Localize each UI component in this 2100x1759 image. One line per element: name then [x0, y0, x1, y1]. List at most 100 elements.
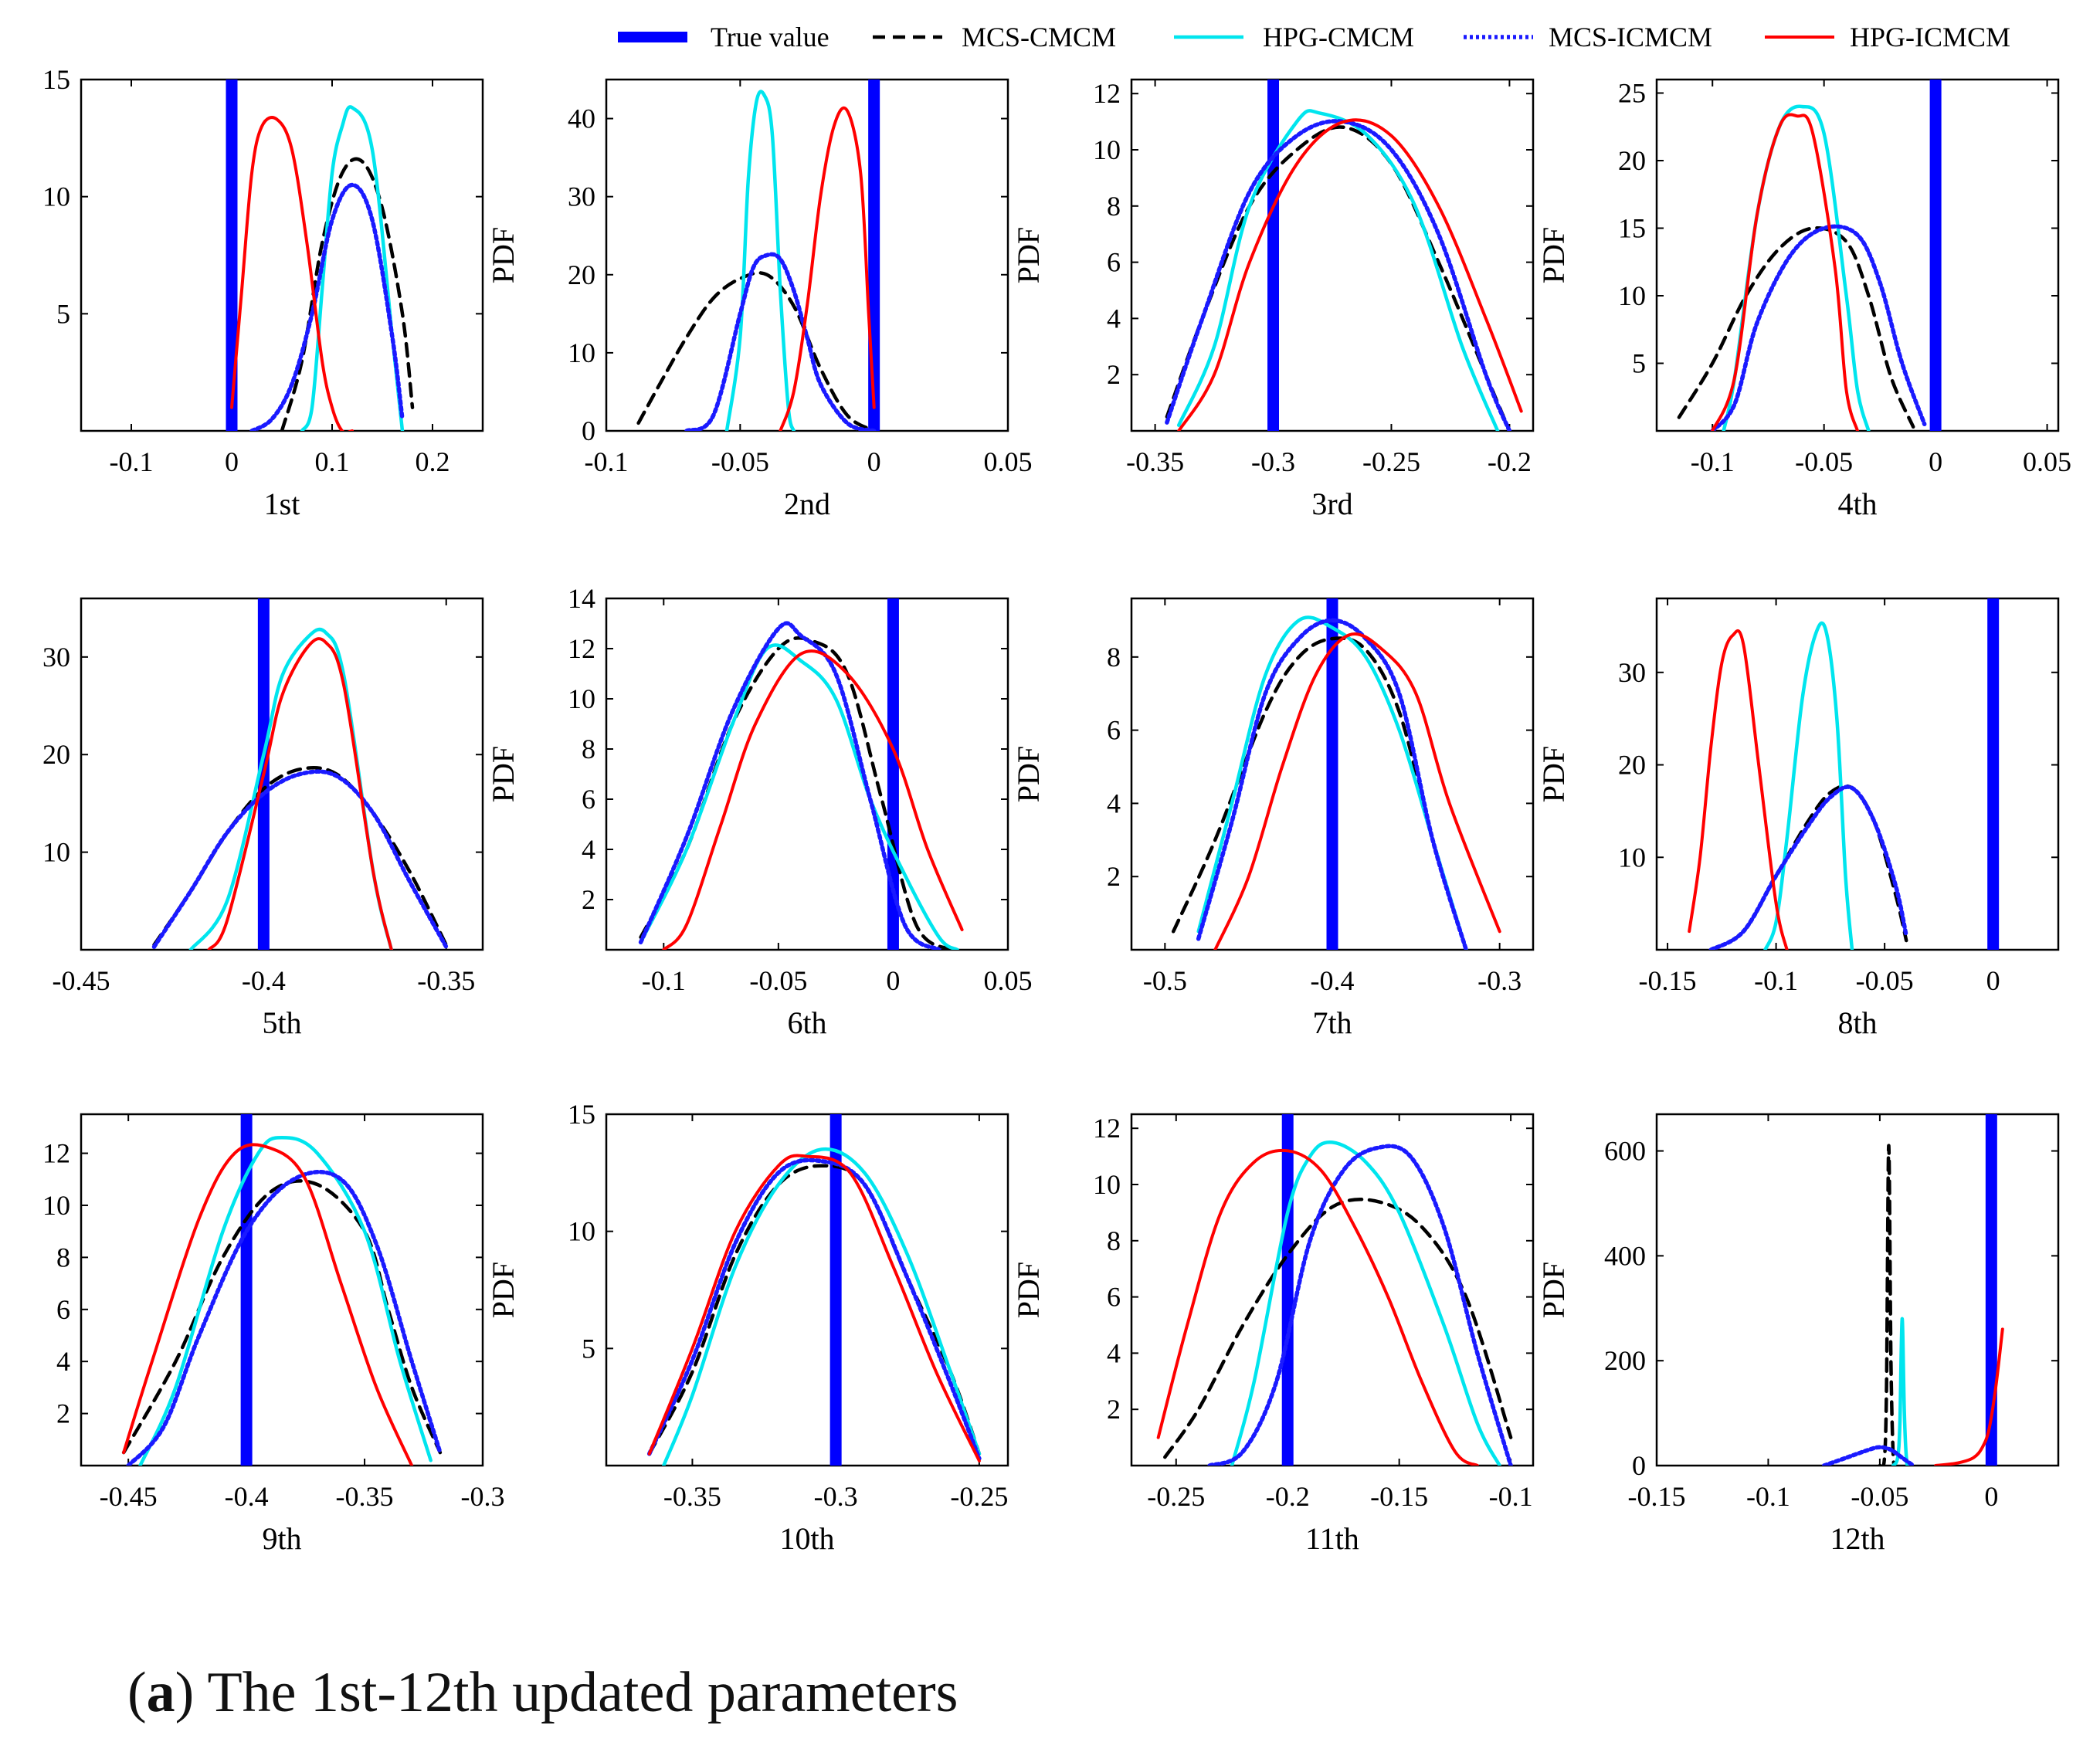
y-tick-label: 400	[1604, 1240, 1646, 1271]
plot-area	[151, 598, 449, 950]
caption-open: (	[127, 1661, 147, 1724]
y-axis-label: PDF	[1536, 746, 1571, 802]
x-tick-label: -0.1	[110, 446, 154, 477]
figure-caption: (a) The 1st-12th updated parameters	[127, 1660, 958, 1726]
x-tick-label: 0.05	[2023, 446, 2071, 477]
series-mcs-icmcm	[684, 252, 877, 431]
x-axis-label: 5th	[262, 1005, 301, 1040]
y-tick-label: 40	[568, 103, 595, 134]
x-tick-label: -0.15	[1628, 1481, 1686, 1512]
x-tick-label: 0	[867, 446, 881, 477]
y-tick-label: 12	[568, 633, 595, 664]
y-tick-label: 0	[1632, 1450, 1646, 1481]
plot-area	[121, 1114, 443, 1466]
subplot-7th: -0.5 -0.4 -0.3 2 4 6 8 7th PDF	[1011, 597, 1535, 1040]
x-tick-label: -0.4	[242, 965, 286, 996]
axes-frame	[605, 78, 1009, 432]
y-tick-label: 20	[1618, 750, 1646, 781]
series-hpg-icmcm	[647, 1154, 981, 1462]
series-mcs-icmcm	[1710, 224, 1927, 431]
series-hpg-icmcm	[122, 1143, 414, 1466]
legend-label-hpg-icmcm: HPG-ICMCM	[1850, 22, 2010, 53]
subplot-8th: -0.15 -0.1 -0.05 0 10 20 30 8th PDF	[1536, 597, 2060, 1040]
legend-label-hpg-cmcm: HPG-CMCM	[1263, 22, 1414, 53]
y-tick-label: 8	[1107, 1225, 1121, 1256]
series-hpg-icmcm	[662, 649, 964, 950]
plot-area	[1821, 1114, 2004, 1466]
x-axis-label: 12th	[1830, 1521, 1885, 1556]
caption-text: The 1st-12th updated parameters	[194, 1661, 958, 1724]
x-tick-label: -0.05	[749, 965, 807, 996]
y-tick-label: 8	[1107, 191, 1121, 222]
y-tick-label: 6	[1107, 715, 1121, 746]
y-tick-label: 25	[1618, 78, 1646, 109]
y-tick-label: 4	[1107, 303, 1121, 334]
caption-close: )	[175, 1661, 195, 1724]
y-tick-label: 20	[568, 259, 595, 290]
y-tick-label: 2	[1107, 1394, 1121, 1425]
y-tick-label: 12	[1093, 78, 1121, 109]
x-tick-label: 0.05	[984, 446, 1033, 477]
y-tick-label: 0	[582, 415, 595, 446]
x-tick-label: -0.25	[950, 1481, 1008, 1512]
series-mcs-icmcm	[1207, 1144, 1513, 1466]
series-hpg-cmcm	[138, 1136, 433, 1466]
x-tick-label: -0.3	[1251, 446, 1295, 477]
y-tick-label: 5	[1632, 348, 1646, 379]
axes-frame	[80, 78, 484, 432]
series-hpg-icmcm	[1934, 1327, 2004, 1466]
plot-area	[646, 1114, 982, 1466]
series-hpg-cmcm	[662, 1147, 982, 1466]
x-tick-label: -0.3	[461, 1481, 505, 1512]
x-tick-label: 0.1	[315, 446, 350, 477]
subplot-10th: -0.35 -0.3 -0.25 5 10 15 10th PDF	[486, 1099, 1009, 1556]
y-tick-label: 200	[1604, 1345, 1646, 1376]
caption-letter: a	[146, 1661, 175, 1724]
series-hpg-icmcm	[1711, 113, 1859, 431]
series-mcs-icmcm	[1196, 618, 1469, 950]
x-tick-label: -0.15	[1639, 965, 1697, 996]
y-tick-label: 8	[1107, 642, 1121, 673]
subplot-12th: -0.15 -0.1 -0.05 0 0 200 400 600 12th PDF	[1536, 1113, 2060, 1556]
y-tick-label: 10	[568, 337, 595, 368]
series-mcs-cmcm	[647, 1164, 982, 1456]
x-tick-label: -0.35	[1126, 446, 1184, 477]
x-tick-label: -0.05	[1795, 446, 1853, 477]
x-tick-label: 0	[1929, 446, 1942, 477]
series-mcs-icmcm	[638, 621, 941, 950]
legend: True value MCS-CMCM HPG-CMCM MCS-ICMCM HPG-I…	[618, 22, 2010, 53]
y-tick-label: 2	[1107, 359, 1121, 390]
series-mcs-cmcm	[1163, 1197, 1513, 1459]
y-tick-label: 2	[582, 884, 595, 915]
subplot-9th: -0.45-0.4-0.35-0.3246810129thPDF	[42, 1113, 505, 1556]
y-tick-label: 10	[568, 683, 595, 714]
axes-frame	[1655, 1113, 2060, 1467]
y-tick-label: 10	[1093, 1169, 1121, 1200]
axes-frame	[1655, 78, 2060, 432]
y-tick-label: 10	[1618, 280, 1646, 311]
series-mcs-cmcm	[1709, 784, 1908, 950]
x-axis-label: 4th	[1837, 486, 1877, 521]
x-tick-label: 0.2	[416, 446, 450, 477]
y-axis-label: PDF	[1536, 1262, 1571, 1318]
y-tick-label: 4	[56, 1346, 70, 1377]
x-tick-label: -0.45	[53, 965, 110, 996]
x-tick-label: -0.2	[1488, 446, 1532, 477]
plot-area	[1677, 80, 1942, 431]
series-hpg-icmcm	[207, 637, 393, 950]
subplot-6th: -0.1 -0.05 0 0.05 2 4 6 8 10 12 14 6th PDF	[486, 583, 1033, 1040]
x-axis-label: 7th	[1312, 1005, 1352, 1040]
x-tick-label: -0.1	[1754, 965, 1798, 996]
plot-area	[1165, 80, 1523, 431]
y-tick-label: 6	[56, 1294, 70, 1325]
x-tick-label: -0.3	[814, 1481, 858, 1512]
x-tick-label: -0.25	[1147, 1481, 1205, 1512]
series-hpg-icmcm	[230, 116, 354, 431]
y-tick-label: 2	[56, 1398, 70, 1429]
series-mcs-icmcm	[151, 769, 449, 949]
x-tick-label: -0.1	[585, 446, 629, 477]
y-tick-label: 12	[42, 1138, 70, 1169]
plot-area	[1171, 598, 1501, 950]
y-tick-label: 15	[1618, 213, 1646, 244]
